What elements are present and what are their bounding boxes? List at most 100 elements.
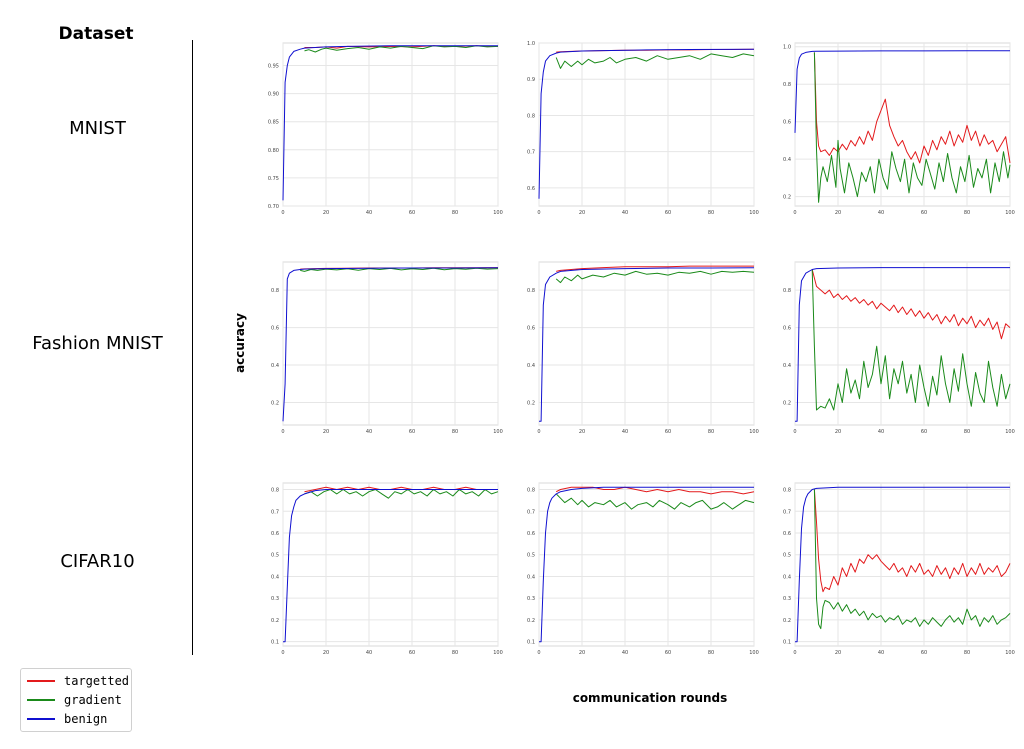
dataset-label-cifar10: CIFAR10 xyxy=(60,551,135,572)
y-tick-label: 0.3 xyxy=(271,596,279,602)
x-tick-label: 40 xyxy=(878,650,884,656)
x-tick-label: 60 xyxy=(921,650,927,656)
x-tick-label: 100 xyxy=(749,210,759,216)
series-line-targetted xyxy=(813,489,1011,593)
chart-panel-r2-c0: 0 20 40 60 80 100 0.1 0.2 0.3 0.4 0.5 0.6 0.7 0.8 xyxy=(271,482,503,656)
y-tick-label: 0.7 xyxy=(527,150,535,156)
x-tick-label: 40 xyxy=(366,429,372,435)
y-tick-label: 0.4 xyxy=(783,157,791,163)
series-line-benign xyxy=(539,267,755,422)
x-tick-label: 60 xyxy=(665,429,671,435)
x-tick-label: 60 xyxy=(921,210,927,216)
chart-panel-r0-c2: 0 20 40 60 80 100 0.2 0.4 0.6 0.8 1.0 xyxy=(783,42,1015,216)
x-tick-label: 0 xyxy=(793,210,796,216)
y-tick-label: 0.7 xyxy=(271,509,279,515)
x-tick-label: 60 xyxy=(665,650,671,656)
x-tick-label: 20 xyxy=(579,429,585,435)
chart-panel-r0-c1: 0 20 40 60 80 100 0.6 0.7 0.8 0.9 1.0 xyxy=(527,41,759,216)
y-tick-label: 0.5 xyxy=(271,553,279,559)
y-tick-label: 0.2 xyxy=(783,195,791,201)
y-tick-label: 0.6 xyxy=(783,120,791,126)
x-tick-label: 60 xyxy=(409,210,415,216)
series-line-targetted xyxy=(556,265,754,272)
column-divider xyxy=(192,40,193,655)
x-tick-label: 0 xyxy=(537,210,540,216)
y-tick-label: 0.8 xyxy=(783,488,791,494)
y-tick-label: 0.2 xyxy=(783,401,791,407)
y-tick-label: 0.4 xyxy=(783,574,791,580)
y-tick-label: 0.1 xyxy=(783,640,791,646)
x-tick-label: 80 xyxy=(708,429,714,435)
y-tick-label: 0.6 xyxy=(783,531,791,537)
y-tick-label: 0.5 xyxy=(783,553,791,559)
chart-panel-r1-c2: 0 20 40 60 80 100 0.2 0.4 0.6 0.8 xyxy=(783,261,1015,435)
x-tick-label: 100 xyxy=(1005,429,1015,435)
y-tick-label: 0.4 xyxy=(271,363,279,369)
y-tick-label: 0.6 xyxy=(783,326,791,332)
legend-item-benign: benign xyxy=(27,710,107,728)
y-tick-label: 0.6 xyxy=(527,326,535,332)
y-tick-label: 0.75 xyxy=(268,176,279,182)
series-line-targetted xyxy=(811,269,1011,340)
y-tick-label: 0.90 xyxy=(268,92,279,98)
y-tick-label: 0.4 xyxy=(527,574,535,580)
y-tick-label: 0.2 xyxy=(783,618,791,624)
series-line-benign xyxy=(282,45,498,201)
plot-area xyxy=(282,482,499,647)
series-line-gradient xyxy=(813,489,1011,630)
legend-label-targetted: targetted xyxy=(64,674,130,688)
x-tick-label: 0 xyxy=(537,429,540,435)
x-tick-label: 100 xyxy=(493,429,503,435)
x-tick-label: 40 xyxy=(878,210,884,216)
chart-panel-r1-c0: 0 20 40 60 80 100 0.2 0.4 0.6 0.8 xyxy=(271,261,503,435)
plot-area xyxy=(538,482,755,647)
y-tick-label: 0.1 xyxy=(271,640,279,646)
y-tick-label: 0.2 xyxy=(527,618,535,624)
x-tick-label: 40 xyxy=(622,210,628,216)
y-tick-label: 0.8 xyxy=(271,488,279,494)
series-line-targetted xyxy=(813,52,1011,164)
y-tick-label: 1.0 xyxy=(783,45,791,51)
legend-item-targetted: targetted xyxy=(27,672,129,690)
x-tick-label: 80 xyxy=(452,210,458,216)
chart-panel-r2-c1: 0 20 40 60 80 100 0.1 0.2 0.3 0.4 0.5 0.6 0.7 0.8 xyxy=(527,482,759,656)
x-tick-label: 20 xyxy=(835,650,841,656)
y-tick-label: 0.6 xyxy=(527,531,535,537)
x-tick-label: 100 xyxy=(1005,210,1015,216)
series-line-gradient xyxy=(304,45,499,53)
x-tick-label: 40 xyxy=(622,650,628,656)
legend-swatch-gradient xyxy=(27,699,55,701)
y-tick-label: 1.0 xyxy=(527,41,535,47)
x-tick-label: 100 xyxy=(1005,650,1015,656)
series-line-benign xyxy=(795,267,1010,422)
plot-area xyxy=(282,261,499,426)
y-tick-label: 0.7 xyxy=(527,509,535,515)
y-tick-label: 0.80 xyxy=(268,148,279,154)
series-line-gradient xyxy=(555,493,755,510)
y-tick-label: 0.2 xyxy=(527,401,535,407)
y-tick-label: 0.6 xyxy=(271,326,279,332)
plot-area xyxy=(794,261,1011,426)
x-tick-label: 20 xyxy=(323,650,329,656)
x-tick-label: 40 xyxy=(366,210,372,216)
y-tick-label: 0.1 xyxy=(527,640,535,646)
x-tick-label: 0 xyxy=(281,210,284,216)
legend-item-gradient: gradient xyxy=(27,691,122,709)
series-line-benign xyxy=(794,50,1010,133)
series-line-gradient xyxy=(555,53,755,69)
dataset-label-fashion-mnist: Fashion MNIST xyxy=(32,333,163,354)
x-tick-label: 80 xyxy=(964,210,970,216)
y-tick-label: 0.9 xyxy=(527,77,535,83)
x-tick-label: 0 xyxy=(281,650,284,656)
y-tick-label: 0.3 xyxy=(783,596,791,602)
y-tick-label: 0.4 xyxy=(527,363,535,369)
x-tick-label: 20 xyxy=(835,210,841,216)
chart-panel-r0-c0: 0 20 40 60 80 100 0.70 0.75 0.80 0.85 0.90 0.95 xyxy=(268,42,503,216)
y-tick-label: 0.95 xyxy=(268,63,279,69)
x-tick-label: 80 xyxy=(708,650,714,656)
plot-area xyxy=(282,42,499,207)
x-tick-label: 40 xyxy=(878,429,884,435)
series-line-gradient xyxy=(813,52,1011,203)
plot-area xyxy=(794,42,1011,207)
series-line-benign xyxy=(795,486,1010,643)
